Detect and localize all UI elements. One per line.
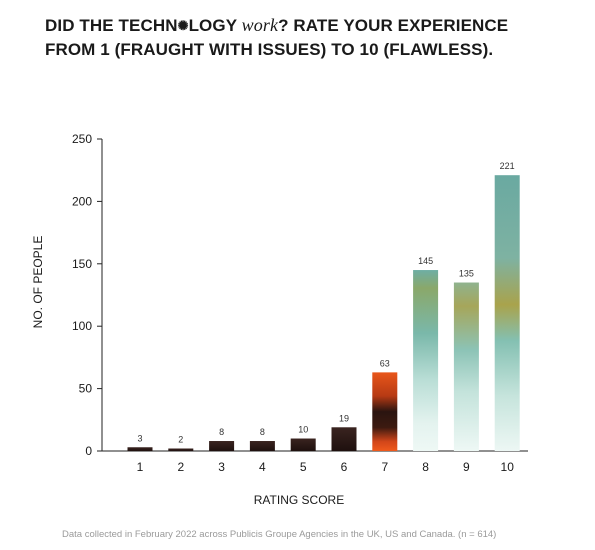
- data-label-3: 8: [219, 427, 224, 437]
- title-part-1: DID THE TECHN: [45, 16, 178, 35]
- x-tick-label-5: 5: [300, 460, 307, 474]
- x-tick-label-2: 2: [177, 460, 184, 474]
- data-label-10: 221: [500, 161, 515, 171]
- data-labels: 3 2 8 8 10 19 63 145 135 221: [137, 161, 514, 444]
- bar-1: [127, 447, 153, 451]
- y-tick-label: 50: [79, 382, 93, 396]
- bar-3: [209, 441, 235, 451]
- x-tick-label-8: 8: [422, 460, 429, 474]
- data-label-2: 2: [178, 435, 183, 445]
- bar-6: [331, 427, 357, 451]
- data-label-5: 10: [298, 425, 308, 435]
- data-label-4: 8: [260, 427, 265, 437]
- y-tick-label: 250: [72, 132, 92, 146]
- y-axis-title: NO. OF PEOPLE: [31, 236, 45, 329]
- bar-chart: 0 50 100 150 200 250 1 2 3 4 5 6 7 8 9 10 3 2 8 8 10 19 63 145…: [31, 132, 528, 507]
- x-axis-title: RATING SCORE: [254, 493, 344, 507]
- x-tick-label-6: 6: [341, 460, 348, 474]
- title-part-3: ? RATE YOUR EXPERIENCE: [278, 16, 509, 35]
- bar-2: [168, 448, 194, 451]
- x-tick-label-10: 10: [501, 460, 515, 474]
- x-tick-label-1: 1: [137, 460, 144, 474]
- footnote: Data collected in February 2022 across P…: [62, 529, 497, 540]
- x-tick-label-4: 4: [259, 460, 266, 474]
- bar-5: [290, 438, 316, 451]
- bar-9: [453, 282, 479, 451]
- chart-title: DID THE TECHN✺LOGY work? RATE YOUR EXPER…: [45, 14, 575, 61]
- data-label-9: 135: [459, 269, 474, 279]
- x-tick-label-9: 9: [463, 460, 470, 474]
- title-line-2: FROM 1 (FRAUGHT WITH ISSUES) TO 10 (FLAW…: [45, 40, 494, 59]
- title-italic-word: work: [241, 15, 279, 35]
- sunburst-icon: ✺: [177, 18, 189, 33]
- data-label-8: 145: [418, 256, 433, 266]
- bars: [127, 175, 520, 451]
- x-tick-label-7: 7: [381, 460, 388, 474]
- y-tick-label: 150: [72, 257, 92, 271]
- data-label-1: 3: [137, 433, 142, 443]
- y-tick-label: 0: [85, 444, 92, 458]
- bar-4: [249, 441, 275, 451]
- x-tick-label-3: 3: [218, 460, 225, 474]
- y-tick-label: 100: [72, 319, 92, 333]
- title-part-2: LOGY: [188, 16, 242, 35]
- data-label-7: 63: [380, 358, 390, 368]
- data-label-6: 19: [339, 413, 349, 423]
- bar-10: [494, 175, 520, 451]
- y-tick-label: 200: [72, 194, 92, 208]
- bar-8: [413, 270, 439, 451]
- bar-7: [372, 372, 398, 451]
